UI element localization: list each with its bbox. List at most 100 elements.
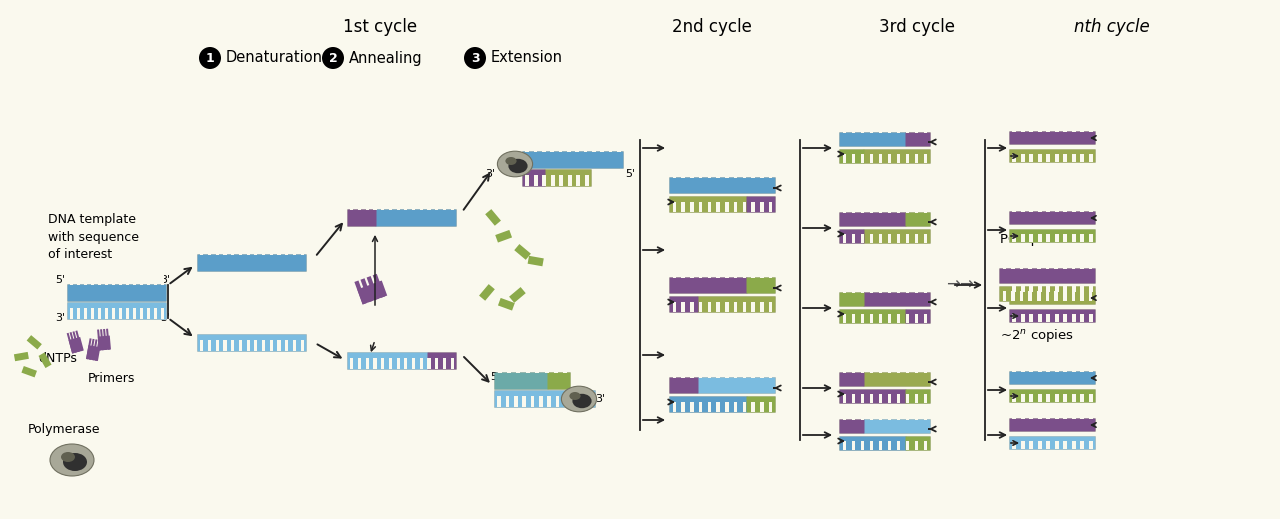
FancyBboxPatch shape — [669, 396, 776, 413]
Bar — [351, 358, 353, 369]
FancyBboxPatch shape — [1010, 212, 1096, 225]
Bar — [1029, 411, 1033, 419]
Bar — [690, 367, 694, 378]
Bar — [896, 234, 900, 243]
Bar — [1071, 154, 1075, 162]
Text: ~2$^n$ copies: ~2$^n$ copies — [1000, 326, 1074, 344]
Bar — [887, 204, 891, 213]
Bar — [887, 441, 891, 450]
Bar — [1064, 364, 1068, 372]
Bar — [699, 201, 703, 212]
Bar — [860, 441, 864, 450]
Bar — [113, 308, 115, 319]
FancyBboxPatch shape — [840, 212, 906, 226]
FancyBboxPatch shape — [905, 212, 931, 226]
Bar — [924, 394, 928, 403]
Bar — [374, 358, 376, 369]
FancyBboxPatch shape — [1010, 309, 1096, 322]
Bar — [878, 441, 882, 450]
FancyBboxPatch shape — [1010, 131, 1096, 144]
Bar — [769, 201, 772, 212]
Polygon shape — [357, 280, 388, 305]
Bar — [255, 244, 257, 255]
Bar — [869, 364, 873, 373]
FancyBboxPatch shape — [669, 197, 748, 212]
Bar — [851, 124, 855, 133]
Bar — [1062, 291, 1066, 301]
FancyBboxPatch shape — [428, 352, 457, 370]
Bar — [699, 302, 703, 312]
Bar — [1021, 234, 1024, 242]
Bar — [896, 154, 900, 163]
Bar — [119, 274, 122, 285]
Bar — [91, 308, 93, 319]
Bar — [526, 362, 530, 373]
Bar — [1055, 283, 1059, 292]
Text: Primers: Primers — [88, 372, 136, 385]
Bar — [1012, 393, 1016, 402]
Bar — [869, 314, 873, 323]
Bar — [70, 274, 73, 285]
Text: 1st cycle: 1st cycle — [343, 18, 417, 36]
FancyBboxPatch shape — [494, 373, 549, 389]
Bar — [1021, 364, 1024, 372]
Bar — [690, 302, 694, 312]
Bar — [1080, 291, 1084, 301]
Bar — [924, 154, 928, 163]
Bar — [842, 124, 846, 133]
Bar — [690, 201, 694, 212]
Polygon shape — [76, 331, 83, 351]
Bar — [278, 244, 280, 255]
Bar — [1080, 259, 1084, 269]
Bar — [559, 141, 562, 152]
Bar — [1021, 393, 1024, 402]
Bar — [525, 141, 529, 152]
Text: Annealing: Annealing — [349, 50, 422, 65]
Bar — [1064, 283, 1068, 292]
Bar — [860, 234, 864, 243]
Bar — [681, 302, 685, 312]
Bar — [1012, 411, 1016, 419]
Bar — [550, 175, 554, 186]
Bar — [717, 201, 719, 212]
FancyBboxPatch shape — [838, 309, 931, 324]
Polygon shape — [515, 244, 531, 260]
Bar — [609, 141, 612, 152]
Bar — [915, 154, 918, 163]
Ellipse shape — [508, 159, 527, 173]
Bar — [760, 367, 764, 378]
Bar — [860, 124, 864, 133]
Bar — [1080, 364, 1084, 372]
FancyBboxPatch shape — [494, 390, 596, 408]
Bar — [534, 141, 538, 152]
FancyBboxPatch shape — [840, 436, 906, 450]
FancyBboxPatch shape — [67, 284, 166, 302]
Text: 5': 5' — [490, 372, 500, 382]
Text: DNA template: DNA template — [49, 213, 136, 226]
Bar — [708, 267, 712, 278]
Bar — [1080, 124, 1084, 132]
Circle shape — [323, 47, 344, 69]
Bar — [851, 411, 855, 420]
Text: 5': 5' — [160, 313, 170, 323]
FancyBboxPatch shape — [347, 352, 429, 370]
FancyBboxPatch shape — [494, 390, 595, 407]
Bar — [1064, 411, 1068, 419]
FancyBboxPatch shape — [669, 177, 776, 194]
Bar — [915, 314, 918, 323]
Bar — [860, 154, 864, 163]
Bar — [412, 199, 415, 210]
Bar — [531, 396, 534, 407]
Bar — [1071, 283, 1075, 292]
Bar — [125, 274, 129, 285]
Bar — [147, 308, 150, 319]
Bar — [270, 340, 273, 351]
Bar — [77, 308, 79, 319]
FancyBboxPatch shape — [1009, 149, 1096, 163]
Bar — [1080, 441, 1084, 449]
Bar — [278, 340, 280, 351]
Bar — [1080, 234, 1084, 242]
Bar — [99, 274, 101, 285]
Bar — [760, 267, 764, 278]
Bar — [366, 199, 369, 210]
